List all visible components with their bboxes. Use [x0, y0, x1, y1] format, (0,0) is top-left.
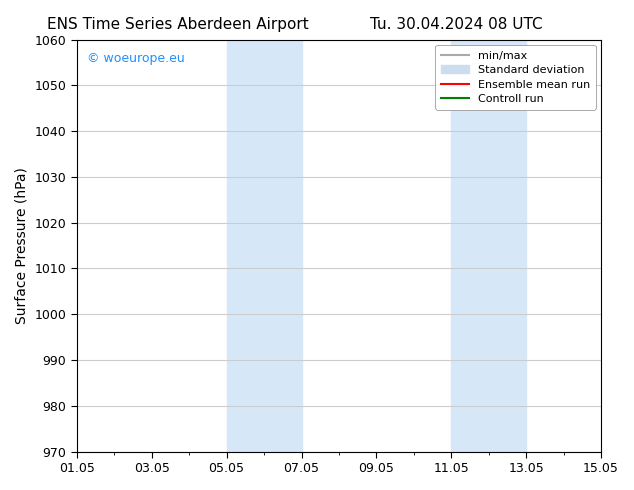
Text: © woeurope.eu: © woeurope.eu — [87, 52, 185, 65]
Y-axis label: Surface Pressure (hPa): Surface Pressure (hPa) — [15, 167, 29, 324]
Legend: min/max, Standard deviation, Ensemble mean run, Controll run: min/max, Standard deviation, Ensemble me… — [436, 45, 595, 110]
Text: ENS Time Series Aberdeen Airport: ENS Time Series Aberdeen Airport — [47, 17, 308, 32]
Bar — [226, 40, 302, 452]
Bar — [451, 40, 526, 452]
Text: Tu. 30.04.2024 08 UTC: Tu. 30.04.2024 08 UTC — [370, 17, 543, 32]
